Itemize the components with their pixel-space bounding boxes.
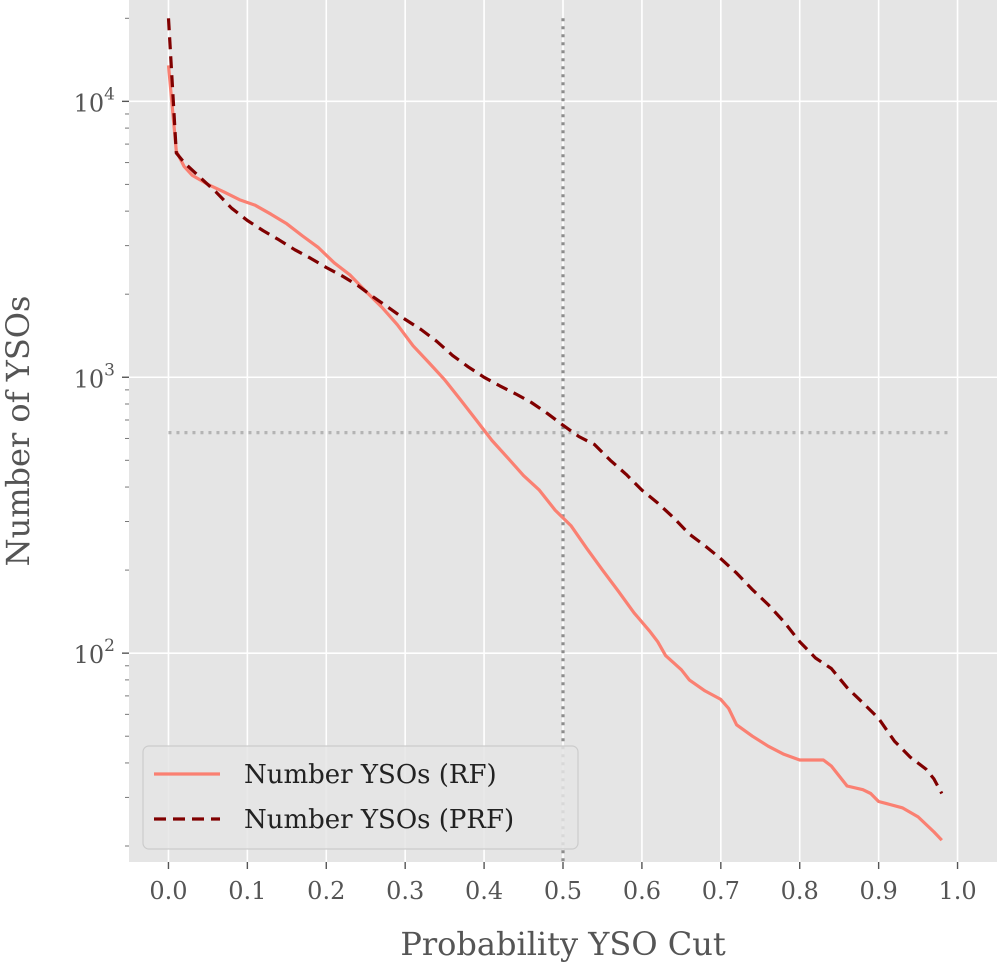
legend-label-rf: Number YSOs (RF) — [244, 760, 497, 790]
x-tick-label: 0.0 — [149, 877, 187, 905]
y-tick-label: 104 — [74, 84, 115, 117]
grid — [129, 0, 997, 862]
y-tick-label: 103 — [74, 360, 115, 393]
x-tick-label: 0.3 — [386, 877, 424, 905]
x-tick-label: 0.1 — [228, 877, 266, 905]
series-line-rf — [166, 65, 943, 842]
y-axis-title: Number of YSOs — [0, 296, 37, 567]
legend: Number YSOs (RF) Number YSOs (PRF) — [142, 745, 579, 850]
x-tick-label: 0.7 — [702, 877, 740, 905]
x-tick-label: 0.8 — [781, 877, 819, 905]
series — [166, 18, 944, 842]
legend-label-prf: Number YSOs (PRF) — [244, 805, 514, 835]
reference-lines — [168, 18, 950, 862]
legend-box — [142, 745, 579, 850]
series-line-prf — [166, 18, 944, 795]
x-tick-label: 0.9 — [860, 877, 898, 905]
x-axis-title: Probability YSO Cut — [400, 925, 726, 963]
y-tick-label: 102 — [74, 636, 115, 669]
x-tick-label: 1.0 — [938, 877, 976, 905]
x-tick-label: 0.5 — [544, 877, 582, 905]
x-tick-label: 0.2 — [307, 877, 345, 905]
y-tick-labels: 102 103 104 — [74, 17, 129, 847]
x-tick-label: 0.6 — [623, 877, 661, 905]
x-tick-label: 0.4 — [465, 877, 503, 905]
x-tick-labels: 0.0 0.1 0.2 0.3 0.4 0.5 0.6 0.7 0.8 0.9 1.0 — [149, 862, 977, 905]
